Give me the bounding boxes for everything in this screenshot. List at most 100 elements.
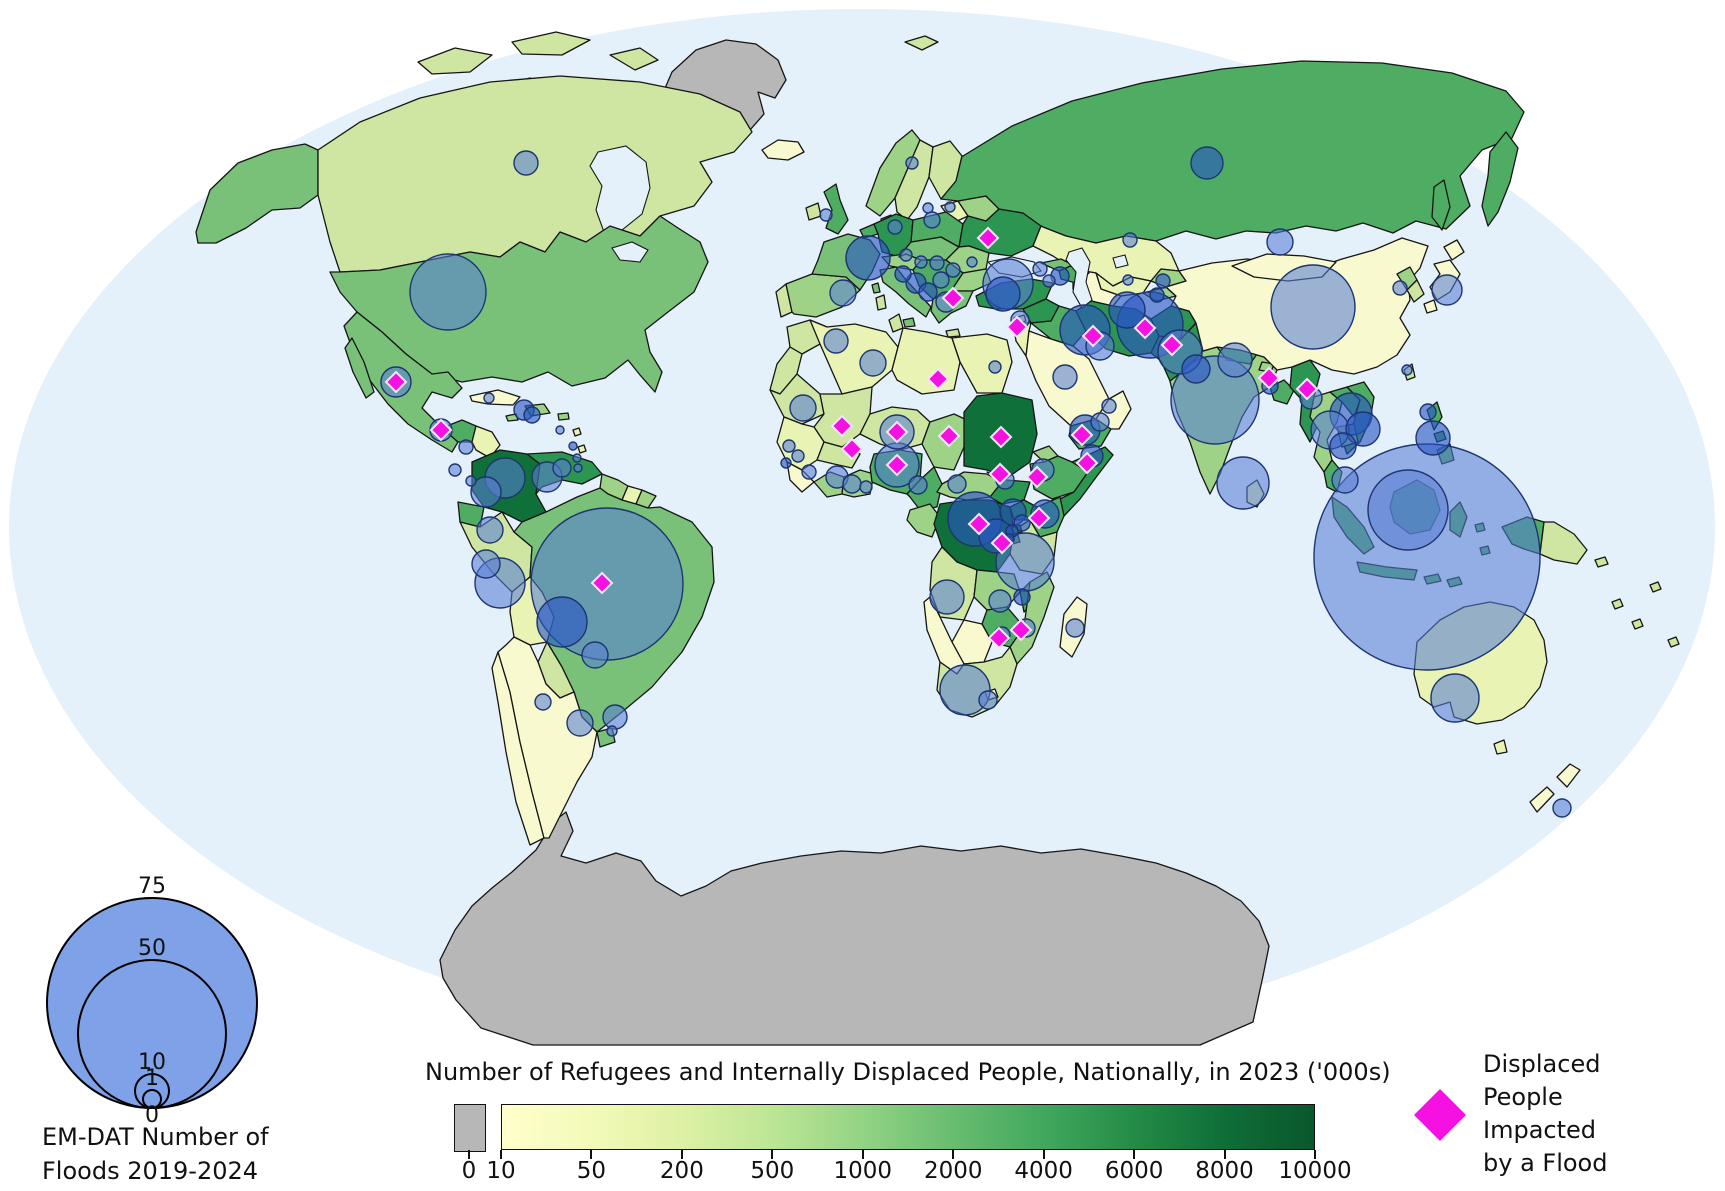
colorbar-tick [680, 1150, 683, 1159]
colorbar-nodata-label: 0 [461, 1158, 477, 1184]
country-gabon-congo [906, 503, 941, 538]
pacific-island [1631, 618, 1644, 630]
flood-count-circle [845, 235, 891, 281]
flood-count-circle [465, 475, 477, 487]
colorbar-tick [500, 1150, 502, 1159]
flood-count-circle [780, 457, 792, 469]
flood-count-circle [458, 439, 474, 455]
colorbar-tick-label: 4000 [1014, 1158, 1073, 1184]
flood-count-circle [1065, 618, 1085, 638]
country-sierra-leone-liberia [786, 461, 815, 493]
flood-count-circle [801, 464, 817, 480]
island-sardinia [875, 294, 887, 311]
baja-california [344, 337, 375, 399]
flood-count-circle [470, 476, 502, 508]
great-lakes [611, 241, 649, 263]
flood-displacement-diamond [1160, 333, 1184, 357]
flood-displacement-diamond [1257, 366, 1281, 390]
new-zealand-south [1529, 786, 1555, 813]
flood-count-circle [476, 516, 504, 544]
island-svalbard [904, 35, 939, 51]
country-burkina-faso [816, 441, 861, 469]
flood-count-circle [859, 349, 887, 377]
arctic-island [417, 47, 493, 75]
flood-count-circle [947, 474, 967, 494]
flood-count-circle [1108, 291, 1146, 329]
flood-count-circle [602, 704, 628, 730]
flood-displacement-diamond [590, 571, 614, 595]
flood-legend-line3: Impacted [1483, 1116, 1597, 1144]
island-tasmania [1493, 739, 1508, 755]
flood-count-circle [1052, 364, 1078, 390]
peninsula-kamchatka [1481, 131, 1519, 227]
flood-count-circle [409, 253, 487, 331]
flood-displacement-diamond [1025, 465, 1049, 489]
flood-count-circle [1552, 798, 1572, 818]
island-corsica [871, 282, 881, 294]
country-russia [940, 60, 1525, 244]
flood-displacement-diamond [1081, 324, 1105, 348]
flood-count-circle [513, 150, 539, 176]
flood-displacement-diamond [987, 626, 1011, 650]
flood-count-circle [1090, 412, 1110, 432]
country-papua-new-guinea [1539, 521, 1588, 565]
flood-displacement-diamond [1005, 315, 1029, 339]
country-antarctica [439, 811, 1270, 1046]
flood-count-circle [929, 255, 945, 271]
colorbar-tick-label: 10000 [1278, 1158, 1352, 1184]
country-ukraine [958, 208, 1042, 257]
flood-count-circle [536, 596, 588, 648]
flood-displacement-diamond [1027, 506, 1051, 530]
flood-count-circle [782, 439, 796, 453]
colorbar-tick-label: 2000 [923, 1158, 983, 1184]
flood-count-circle [573, 463, 583, 473]
flood-displacement-diamond [976, 226, 1000, 250]
country-usa [329, 215, 709, 393]
colorbar-tick [468, 1150, 470, 1159]
flood-displacement-diamond [926, 367, 950, 391]
flood-count-circle [899, 248, 913, 262]
flood-count-circle [523, 406, 541, 424]
flood-count-circle [1431, 274, 1463, 306]
flood-displacement-diamond [885, 420, 909, 444]
flood-count-circle [791, 449, 805, 463]
colorbar-tick-label: 500 [750, 1158, 795, 1184]
flood-count-circle [789, 394, 817, 422]
flood-displacement-diamond [384, 370, 408, 394]
flood-circles-layer [380, 146, 1572, 818]
flood-count-circle [905, 156, 919, 170]
flood-count-circle [581, 641, 609, 669]
size-legend-circle [142, 1089, 162, 1109]
island-sicily [902, 317, 916, 328]
flood-count-circle [1149, 287, 1165, 303]
flood-count-circle [1181, 354, 1211, 384]
flood-displacement-diamond [830, 414, 854, 438]
flood-count-circle [448, 463, 462, 477]
flood-displacement-diamond [840, 437, 864, 461]
colorbar-tick [590, 1150, 593, 1159]
flood-count-circle [966, 256, 978, 268]
country-iceland [761, 139, 805, 161]
flood-count-circle [1155, 273, 1171, 289]
flood-displacement-diamond [1295, 377, 1319, 401]
island-crete [945, 328, 961, 338]
aral-sea [1112, 254, 1129, 269]
flood-displacement-diamond [1133, 316, 1157, 340]
lesser-antilles [577, 444, 587, 454]
flood-count-circle [1032, 261, 1048, 277]
japan-hokkaido [1443, 239, 1465, 261]
flood-count-circle [944, 201, 956, 213]
colorbar-nodata-swatch [454, 1104, 486, 1152]
flood-count-circle [1101, 398, 1117, 414]
flood-count-circle [1329, 432, 1357, 460]
flood-diamond-legend-label: Displaced People Impacted by a Flood [1483, 1048, 1607, 1180]
island-sakhalin [1431, 179, 1451, 231]
flood-count-circle [555, 425, 565, 435]
flood-count-circle [1190, 146, 1224, 180]
flood-displacement-diamond [1070, 423, 1094, 447]
flood-displacement-diamond [990, 531, 1014, 555]
size-legend-value-label: 75 [138, 874, 166, 899]
